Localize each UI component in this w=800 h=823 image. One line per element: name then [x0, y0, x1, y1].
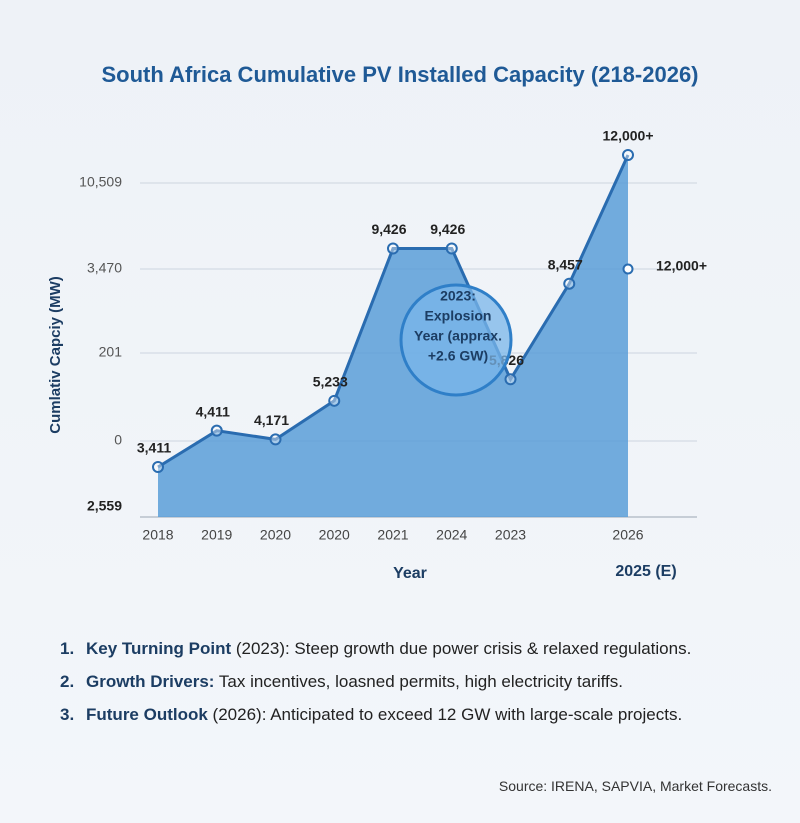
note: 1. Key Turning Point (2023): Steep growth… [60, 638, 740, 660]
y-axis-title: Cumlativ Capciy (MW) [47, 276, 64, 434]
point [563, 277, 576, 290]
point [210, 424, 223, 437]
data-label: 3,411 [137, 440, 171, 456]
x-tick-label: 2020 [319, 527, 350, 543]
data-label: 4,411 [196, 403, 230, 419]
note-body: Growth Drivers: Tax incentives, loasned … [86, 671, 623, 693]
x-tick-label: 2024 [436, 527, 467, 543]
note-body: Key Turning Point (2023): Steep growth d… [86, 638, 691, 660]
data-label: 8,457 [548, 256, 583, 272]
note-text: (2023): Steep growth due power crisis & … [231, 639, 692, 658]
y-tick-label: 0 [114, 432, 122, 448]
note-heading: Key Turning Point [86, 639, 232, 658]
data-label: 4,171 [254, 412, 289, 428]
point [387, 242, 399, 255]
note: 3. Future Outlook (2026): Anticipated to … [60, 704, 740, 726]
x-tick-label: 2020 [260, 527, 291, 543]
point [328, 394, 341, 407]
data-label: 9,426 [371, 221, 406, 237]
line [157, 154, 630, 469]
x-axis-title: Year [393, 565, 427, 582]
y-tick-label: 10,509 [79, 174, 122, 190]
notes: 1. Key Turning Point (2023): Steep growth… [60, 638, 740, 737]
note-body: Future Outlook (2026): Anticipated to ex… [86, 704, 682, 726]
note-heading: Growth Drivers: [86, 672, 215, 691]
note-text: Tax incentives, loasned permits, high el… [214, 672, 623, 691]
point [269, 433, 282, 446]
point [504, 373, 517, 386]
note-heading: Future Outlook [86, 705, 208, 724]
point [622, 149, 634, 161]
callout-text: +2.6 GW) [428, 348, 488, 364]
callout-text: 2023: [440, 288, 476, 304]
x-tick-label: 2021 [377, 527, 408, 543]
y-tick-label: 2,559 [87, 498, 122, 514]
x-tick-label: 2019 [201, 527, 232, 543]
point [445, 242, 458, 255]
x-note: 2025 (E) [615, 563, 676, 580]
data-label: 5,233 [313, 374, 348, 390]
note-number: 3. [60, 705, 75, 724]
note: 2. Growth Drivers: Tax incentives, loasne… [60, 671, 740, 693]
data-label: 9,426 [430, 221, 465, 237]
area [158, 155, 628, 517]
note-text: (2026): Anticipated to exceed 12 GW with… [207, 705, 683, 724]
callout-text: Explosion [425, 308, 492, 324]
y-tick-label: 3,470 [87, 260, 122, 276]
x-tick-label: 2023 [495, 527, 526, 543]
side-label: 12,000+ [656, 258, 707, 274]
callout-text: Year (apprax. [414, 328, 502, 344]
note-number: 1. [60, 639, 75, 658]
point [152, 461, 164, 473]
x-tick-label: 2018 [142, 527, 173, 543]
data-label: 12,000+ [603, 128, 654, 144]
side-marker [622, 263, 634, 275]
note-number: 2. [60, 672, 75, 691]
source: Source: IRENA, SAPVIA, Market Forecasts. [498, 778, 772, 794]
chart-title: South Africa Cumulative PV Installed Cap… [101, 62, 698, 87]
callout-circle [399, 283, 513, 397]
y-tick-label: 201 [99, 344, 123, 360]
x-tick-label: 2026 [612, 527, 643, 543]
